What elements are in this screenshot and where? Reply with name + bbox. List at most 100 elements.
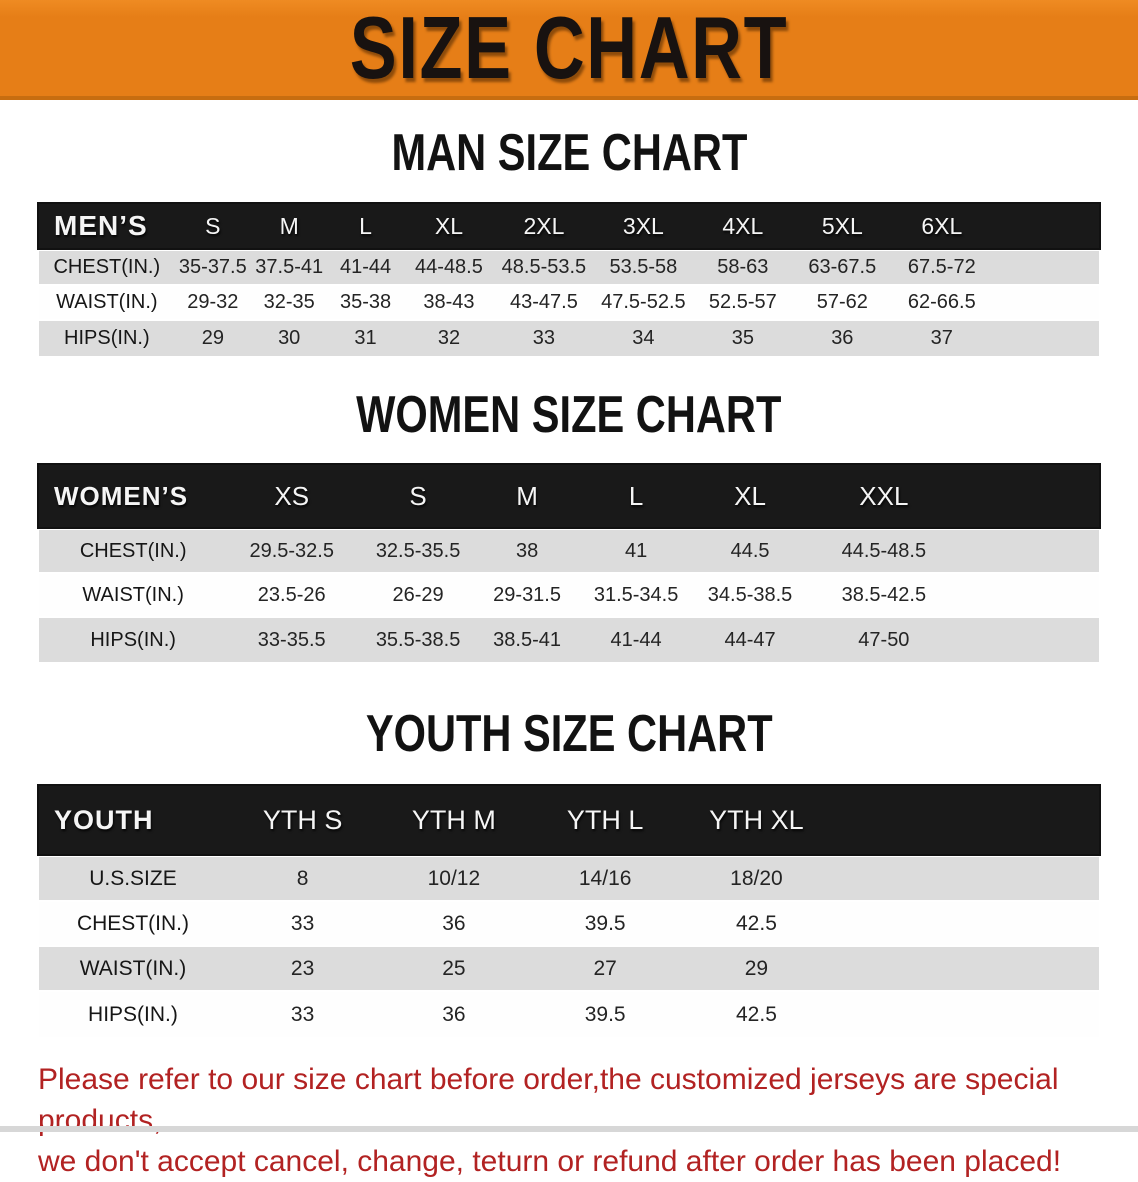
size-header-cell: XL xyxy=(434,212,464,239)
size-value-cell: 37.5-41 xyxy=(255,256,324,278)
size-value-cell: 14/16 xyxy=(578,866,632,890)
size-value-cell: 36 xyxy=(442,911,466,935)
table-body: U.S.SIZE 8 10/12 14/16 18/20 CHEST(IN.) 33 36 39… xyxy=(39,857,1099,1037)
size-value-cell: 44.5-48.5 xyxy=(841,539,927,562)
men-section: MAN SIZE CHART MEN’S S M L XL 2XL 3XL 4XL 5XL 6XL… xyxy=(0,127,1138,356)
youth-size-table: YOUTH YTH S YTH M YTH L YTH XL U.S.SIZE 8 10/12… xyxy=(39,786,1099,1037)
size-header-cell: XL xyxy=(734,480,766,511)
size-header-cell: YTH XL xyxy=(709,804,804,835)
table-row: HIPS(IN.) 33 36 39.5 42.5 xyxy=(39,992,1099,1037)
size-header-cell: XS xyxy=(274,480,310,511)
size-value-cell: 32.5-35.5 xyxy=(375,539,461,562)
women-size-table: WOMEN’S XS S M L XL XXL CHEST(IN.) 29.5-32.5 32.5… xyxy=(39,465,1099,662)
banner-title: SIZE CHART xyxy=(349,0,789,97)
size-value-cell: 38.5-41 xyxy=(493,628,561,651)
size-value-cell: 67.5-72 xyxy=(907,256,976,278)
youth-section: YOUTH SIZE CHART YOUTH YTH S YTH M YTH L YTH… xyxy=(0,708,1138,1037)
size-value-cell: 33-35.5 xyxy=(257,628,326,651)
size-value-cell: 38 xyxy=(515,539,539,562)
size-value-cell: 58-63 xyxy=(717,256,769,278)
youth-section-title-text: YOUTH SIZE CHART xyxy=(365,705,773,763)
size-value-cell: 29 xyxy=(201,327,224,349)
size-header-cell: 2XL xyxy=(523,212,565,239)
size-value-cell: 35.5-38.5 xyxy=(375,628,461,651)
size-header-cell: M xyxy=(279,212,299,239)
size-header-cell: S xyxy=(409,480,427,511)
size-value-cell: 29-32 xyxy=(187,291,239,313)
table-header-row: WOMEN’S XS S M L XL XXL xyxy=(39,465,1099,527)
table-title-cell: MEN’S xyxy=(54,210,148,241)
size-header-cell: 4XL xyxy=(722,212,764,239)
size-value-cell: 44-47 xyxy=(724,628,776,651)
size-value-cell: 38-43 xyxy=(423,291,475,313)
table-row: CHEST(IN.) 29.5-32.5 32.5-35.5 38 41 44.5 44.5… xyxy=(39,530,1099,574)
row-label: CHEST(IN.) xyxy=(53,256,161,278)
size-value-cell: 31.5-34.5 xyxy=(593,583,679,606)
women-section-title-text: WOMEN SIZE CHART xyxy=(356,386,782,444)
table-row: CHEST(IN.) 33 36 39.5 42.5 xyxy=(39,902,1099,947)
row-label: HIPS(IN.) xyxy=(88,1002,178,1026)
size-value-cell: 36 xyxy=(831,327,854,349)
size-value-cell: 34 xyxy=(632,327,655,349)
size-value-cell: 41 xyxy=(624,539,648,562)
disclaimer-line-1: Please refer to our size chart before or… xyxy=(38,1063,1059,1137)
table-row: CHEST(IN.) 35-37.5 37.5-41 41-44 44-48.5 48.5… xyxy=(39,251,1099,286)
table-row: HIPS(IN.) 33-35.5 35.5-38.5 38.5-41 41-44 44-… xyxy=(39,618,1099,662)
size-value-cell: 62-66.5 xyxy=(907,291,976,313)
row-label: CHEST(IN.) xyxy=(76,911,189,935)
size-value-cell: 38.5-42.5 xyxy=(841,583,927,606)
size-header-cell: YTH L xyxy=(566,804,644,835)
size-value-cell: 27 xyxy=(593,956,617,980)
size-value-cell: 44-48.5 xyxy=(415,256,483,278)
size-value-cell: 41-44 xyxy=(339,256,392,278)
men-size-table: MEN’S S M L XL 2XL 3XL 4XL 5XL 6XL CHEST(IN.) 35-37… xyxy=(39,204,1099,356)
table-title-cell: YOUTH xyxy=(54,804,154,835)
size-value-cell: 33 xyxy=(532,327,556,349)
youth-section-title: YOUTH SIZE CHART xyxy=(0,708,1138,760)
size-value-cell: 41-44 xyxy=(610,628,662,651)
size-header-cell: YTH M xyxy=(411,804,496,835)
size-value-cell: 39.5 xyxy=(584,911,626,935)
table-title-cell: WOMEN’S xyxy=(54,480,189,511)
size-value-cell: 43-47.5 xyxy=(509,291,578,313)
size-value-cell: 30 xyxy=(278,327,301,349)
table-body: CHEST(IN.) 35-37.5 37.5-41 41-44 44-48.5 48.5… xyxy=(39,251,1099,356)
row-label: U.S.SIZE xyxy=(89,866,177,890)
size-header-cell: L xyxy=(359,212,372,239)
size-header-cell: S xyxy=(205,212,221,239)
size-value-cell: 18/20 xyxy=(730,866,783,890)
size-value-cell: 42.5 xyxy=(736,1002,777,1026)
table-row: WAIST(IN.) 23.5-26 26-29 29-31.5 31.5-34.5 34… xyxy=(39,574,1099,618)
size-header-cell: 5XL xyxy=(821,212,863,239)
order-disclaimer: Please refer to our size chart before or… xyxy=(38,1059,1118,1182)
size-value-cell: 32-35 xyxy=(263,291,315,313)
row-label: HIPS(IN.) xyxy=(64,327,150,349)
size-header-cell: XXL xyxy=(859,480,909,511)
size-value-cell: 25 xyxy=(442,956,466,980)
size-value-cell: 47.5-52.5 xyxy=(601,291,686,313)
size-value-cell: 44.5 xyxy=(730,539,770,562)
row-label: WAIST(IN.) xyxy=(56,291,158,313)
size-header-cell: YTH S xyxy=(262,804,343,835)
size-value-cell: 35-37.5 xyxy=(178,256,247,278)
size-value-cell: 33 xyxy=(290,1002,315,1026)
size-header-cell: 3XL xyxy=(622,212,664,239)
size-value-cell: 39.5 xyxy=(584,1002,626,1026)
size-value-cell: 26-29 xyxy=(392,583,444,606)
size-value-cell: 23 xyxy=(290,956,315,980)
size-value-cell: 48.5-53.5 xyxy=(501,256,587,278)
size-value-cell: 29.5-32.5 xyxy=(249,539,334,562)
size-header-cell: 6XL xyxy=(921,212,963,239)
size-header-cell: L xyxy=(628,480,644,511)
table-row: WAIST(IN.) 23 25 27 29 xyxy=(39,947,1099,992)
size-chart-banner: SIZE CHART xyxy=(0,0,1138,100)
row-label: HIPS(IN.) xyxy=(90,628,176,651)
size-value-cell: 33 xyxy=(290,911,315,935)
row-label: WAIST(IN.) xyxy=(82,583,184,606)
size-value-cell: 63-67.5 xyxy=(808,256,877,278)
men-section-title-text: MAN SIZE CHART xyxy=(391,124,747,182)
size-value-cell: 35 xyxy=(731,327,754,349)
size-value-cell: 37 xyxy=(930,327,953,349)
table-row: HIPS(IN.) 29 30 31 32 33 34 35 36 37 xyxy=(39,321,1099,356)
table-row: U.S.SIZE 8 10/12 14/16 18/20 xyxy=(39,857,1099,902)
